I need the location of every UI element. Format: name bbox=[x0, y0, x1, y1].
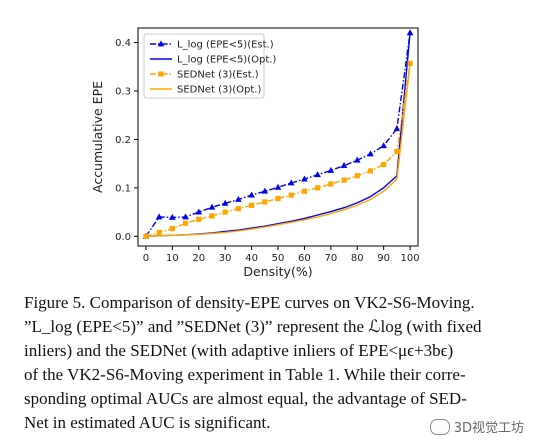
data-point bbox=[275, 195, 281, 202]
data-point bbox=[288, 192, 294, 198]
data-point bbox=[208, 203, 216, 210]
series-line-2 bbox=[145, 63, 411, 237]
data-point bbox=[354, 173, 360, 179]
data-point bbox=[327, 166, 335, 173]
data-point bbox=[315, 185, 321, 191]
caption-line: Figure 5. Comparison of density-EPE curv… bbox=[24, 293, 475, 312]
data-point bbox=[381, 162, 387, 168]
wechat-icon bbox=[429, 418, 450, 435]
data-point bbox=[328, 181, 334, 187]
legend-label: L_log (EPE<5)(Est.) bbox=[177, 40, 274, 51]
caption-line: inliers) and the SEDNet (with adaptive i… bbox=[24, 341, 454, 360]
caption-line: of the VK2-S6-Moving experiment in Table… bbox=[24, 365, 466, 384]
x-tick-label: 50 bbox=[272, 253, 285, 264]
data-point bbox=[209, 213, 215, 219]
data-point bbox=[195, 208, 203, 215]
data-point bbox=[274, 183, 282, 190]
data-point bbox=[393, 125, 401, 132]
series-line-3 bbox=[145, 63, 411, 238]
data-point bbox=[182, 213, 189, 220]
data-point bbox=[301, 175, 308, 182]
y-tick-label: 0.2 bbox=[115, 135, 131, 146]
data-point bbox=[169, 213, 176, 220]
figure-caption: Figure 5. Comparison of density-EPE curv… bbox=[24, 291, 524, 435]
data-point bbox=[353, 156, 361, 163]
legend-label: SEDNet (3)(Est.) bbox=[177, 70, 259, 81]
caption-line: ”L_log (EPE<5)” and ”SEDNet (3)” represe… bbox=[24, 317, 482, 336]
data-point bbox=[169, 225, 175, 232]
x-tick-label: 70 bbox=[324, 253, 337, 264]
data-point bbox=[367, 150, 374, 157]
x-tick-label: 60 bbox=[298, 253, 311, 264]
x-tick-label: 80 bbox=[351, 253, 364, 264]
data-point bbox=[235, 195, 242, 202]
data-point bbox=[394, 148, 400, 155]
y-tick-label: 0.4 bbox=[115, 38, 131, 49]
legend-marker bbox=[158, 71, 164, 77]
x-tick-label: 100 bbox=[401, 253, 420, 264]
data-point bbox=[222, 209, 228, 215]
data-point bbox=[248, 202, 255, 208]
density-epe-chart: 0 10 20 30 40 50 60 70 80 90 100 0.0 0.1 0.2 0.3 0.4 Den… bbox=[90, 27, 420, 279]
x-tick-label: 40 bbox=[245, 253, 258, 264]
caption-line: sponding optimal AUCs are almost equal, … bbox=[24, 389, 467, 408]
x-tick-label: 0 bbox=[143, 253, 149, 264]
watermark-text: 3D视觉工坊 bbox=[453, 421, 524, 436]
y-tick-label: 0.1 bbox=[115, 183, 131, 194]
data-point bbox=[314, 171, 321, 178]
x-tick-label: 10 bbox=[166, 253, 179, 264]
data-point bbox=[248, 191, 255, 198]
y-tick-label: 0.0 bbox=[115, 232, 131, 243]
data-point bbox=[261, 187, 269, 194]
data-point bbox=[156, 229, 162, 236]
legend-label: L_log (EPE<5)(Opt.) bbox=[177, 55, 276, 66]
x-tick-label: 30 bbox=[219, 253, 232, 264]
data-point bbox=[182, 220, 189, 226]
chart-area: 0 10 20 30 40 50 60 70 80 90 100 0.0 0.1 0.2 0.3 0.4 Den… bbox=[90, 27, 420, 279]
legend-box bbox=[143, 33, 265, 99]
data-point bbox=[340, 161, 348, 168]
legend-marker bbox=[157, 40, 165, 47]
x-tick-label: 20 bbox=[192, 253, 205, 264]
data-point bbox=[301, 188, 308, 194]
data-point bbox=[380, 142, 387, 149]
data-point bbox=[221, 199, 229, 206]
data-point bbox=[196, 216, 202, 222]
data-point bbox=[235, 206, 241, 212]
legend-label: SEDNet (3)(Opt.) bbox=[177, 85, 261, 96]
data-point bbox=[367, 168, 374, 174]
x-axis-label: Density(%) bbox=[243, 264, 312, 279]
data-point bbox=[155, 213, 163, 220]
data-point bbox=[341, 177, 347, 183]
data-point bbox=[406, 29, 414, 36]
y-tick-label: 0.3 bbox=[115, 86, 131, 97]
data-point bbox=[287, 179, 295, 186]
x-tick-label: 90 bbox=[377, 253, 390, 264]
data-point bbox=[262, 199, 268, 205]
watermark: 3D视觉工坊 bbox=[429, 417, 524, 436]
y-axis-label: Accumulative EPE bbox=[90, 81, 105, 193]
caption-line: Net in estimated AUC is significant. bbox=[24, 413, 271, 432]
